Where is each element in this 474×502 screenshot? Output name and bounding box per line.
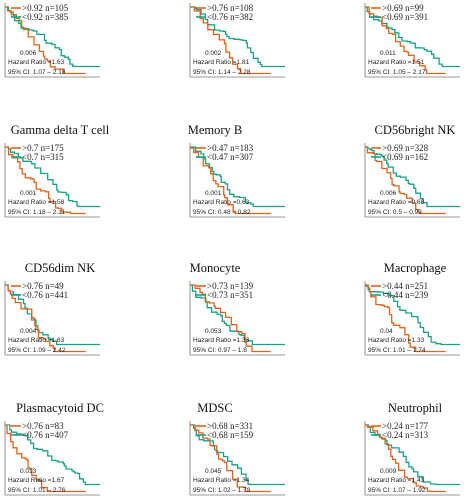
legend-label: >0.47 n=183 bbox=[207, 143, 254, 153]
panel-title: Memory B bbox=[188, 123, 243, 137]
panel-title: Gamma delta T cell bbox=[11, 123, 110, 137]
hazard-ratio: Hazard Ratio =1.81 bbox=[193, 59, 250, 66]
survival-curve bbox=[365, 284, 446, 353]
hazard-ratio: Hazard Ratio =1.58 bbox=[8, 199, 65, 206]
hazard-ratio: Hazard Ratio =1.51 bbox=[368, 59, 425, 66]
panel-title: CD56dim NK bbox=[25, 261, 96, 275]
confidence-interval: 95% CI: 1.01 – 1.74 bbox=[368, 347, 426, 354]
legend-label: >0.69 n=328 bbox=[382, 143, 429, 153]
p-value: 0.006 bbox=[20, 50, 37, 57]
legend-label: <0.44 n=239 bbox=[382, 290, 429, 300]
survival-curve bbox=[190, 424, 285, 486]
panel-title: Monocyte bbox=[190, 261, 241, 275]
survival-curve bbox=[190, 284, 271, 353]
survival-curve bbox=[5, 6, 100, 68]
hazard-ratio: Hazard Ratio =1.33 bbox=[368, 337, 425, 344]
hazard-ratio: Hazard Ratio =0.68 bbox=[368, 199, 425, 206]
p-value: 0.045 bbox=[205, 468, 222, 475]
survival-curve bbox=[5, 424, 100, 486]
hazard-ratio: Hazard Ratio =0.63 bbox=[193, 199, 250, 206]
legend-label: <0.73 n=351 bbox=[207, 290, 253, 300]
confidence-interval: 95% CI: 1.18 – 2.11 bbox=[8, 209, 65, 216]
legend-label: <0.69 n=391 bbox=[382, 12, 428, 22]
legend-label: >0.92 n=105 bbox=[22, 3, 69, 13]
survival-curve bbox=[5, 284, 86, 353]
survival-curve bbox=[190, 146, 285, 208]
legend-label: >0.44 n=251 bbox=[382, 281, 428, 291]
confidence-interval: 95% CI: 0.97 – 1.8 bbox=[193, 347, 247, 354]
p-value: 0.011 bbox=[380, 50, 396, 57]
survival-curve bbox=[365, 6, 460, 68]
survival-curve bbox=[190, 6, 285, 68]
legend-label: <0.24 n=313 bbox=[382, 430, 429, 440]
survival-curve bbox=[190, 6, 271, 75]
p-value: 0.001 bbox=[20, 190, 37, 197]
p-value: 0.013 bbox=[20, 468, 37, 475]
legend-label: <0.7 n=315 bbox=[22, 152, 64, 162]
confidence-interval: 95% CI: 1.07 – 2.18 bbox=[8, 69, 66, 76]
hazard-ratio: Hazard Ratio =1.43 bbox=[368, 477, 425, 484]
legend-label: >0.7 n=175 bbox=[22, 143, 64, 153]
p-value: 0.053 bbox=[205, 328, 222, 335]
p-value: 0.04 bbox=[380, 328, 393, 335]
panel-title: Plasmacytoid DC bbox=[16, 401, 104, 415]
hazard-ratio: Hazard Ratio =1.67 bbox=[8, 477, 65, 484]
legend-label: <0.69 n=162 bbox=[382, 152, 428, 162]
legend-label: <0.76 n=441 bbox=[22, 290, 68, 300]
p-value: 0.006 bbox=[380, 190, 397, 197]
confidence-interval: 95% CI: 1.05 – 2.17 bbox=[368, 69, 426, 76]
hazard-ratio: Hazard Ratio =1.63 bbox=[8, 59, 65, 66]
legend-label: <0.68 n=159 bbox=[207, 430, 254, 440]
legend-label: >0.24 n=177 bbox=[382, 421, 429, 431]
survival-curve bbox=[5, 146, 86, 215]
survival-curve bbox=[5, 146, 100, 208]
panel-title: Neutrophil bbox=[388, 401, 443, 415]
confidence-interval: 95% CI: 0.5 – 0.92 bbox=[368, 209, 422, 216]
p-value: 0.002 bbox=[205, 50, 222, 57]
survival-curve bbox=[365, 146, 446, 215]
legend-label: <0.47 n=307 bbox=[207, 152, 254, 162]
hazard-ratio: Hazard Ratio =1.63 bbox=[8, 337, 65, 344]
confidence-interval: 95% CI: 1.14 – 2.28 bbox=[193, 69, 251, 76]
hazard-ratio: Hazard Ratio =1.34 bbox=[193, 477, 250, 484]
panel-title: Macrophage bbox=[384, 261, 447, 275]
legend-label: >0.73 n=139 bbox=[207, 281, 254, 291]
panel-title: CD56bright NK bbox=[375, 123, 456, 137]
legend-label: <0.76 n=407 bbox=[22, 430, 69, 440]
legend-label: >0.76 n=49 bbox=[22, 281, 64, 291]
confidence-interval: 95% CI: 0.48 – 0.82 bbox=[193, 209, 251, 216]
legend-label: >0.76 n=83 bbox=[22, 421, 64, 431]
p-value: 0.009 bbox=[380, 468, 397, 475]
hazard-ratio: Hazard Ratio =1.33 bbox=[193, 337, 250, 344]
p-value: 0.004 bbox=[20, 328, 37, 335]
legend-label: <0.92 n=385 bbox=[22, 12, 69, 22]
confidence-interval: 95% CI: 1.07 – 1.92 bbox=[368, 487, 426, 494]
survival-curve bbox=[5, 424, 86, 493]
confidence-interval: 95% CI: 1.02 – 1.78 bbox=[193, 487, 251, 494]
survival-curve bbox=[5, 6, 86, 75]
confidence-interval: 95% CI: 1.01 – 2.76 bbox=[8, 487, 66, 494]
survival-curve bbox=[365, 284, 460, 346]
legend-label: >0.69 n=99 bbox=[382, 3, 424, 13]
confidence-interval: 95% CI: 1.09 – 2.42 bbox=[8, 347, 66, 354]
legend-label: >0.68 n=331 bbox=[207, 421, 253, 431]
panel-title: MDSC bbox=[197, 401, 232, 415]
p-value: 0.001 bbox=[205, 190, 222, 197]
legend-label: <0.76 n=382 bbox=[207, 12, 253, 22]
legend-label: >0.76 n=108 bbox=[207, 3, 254, 13]
